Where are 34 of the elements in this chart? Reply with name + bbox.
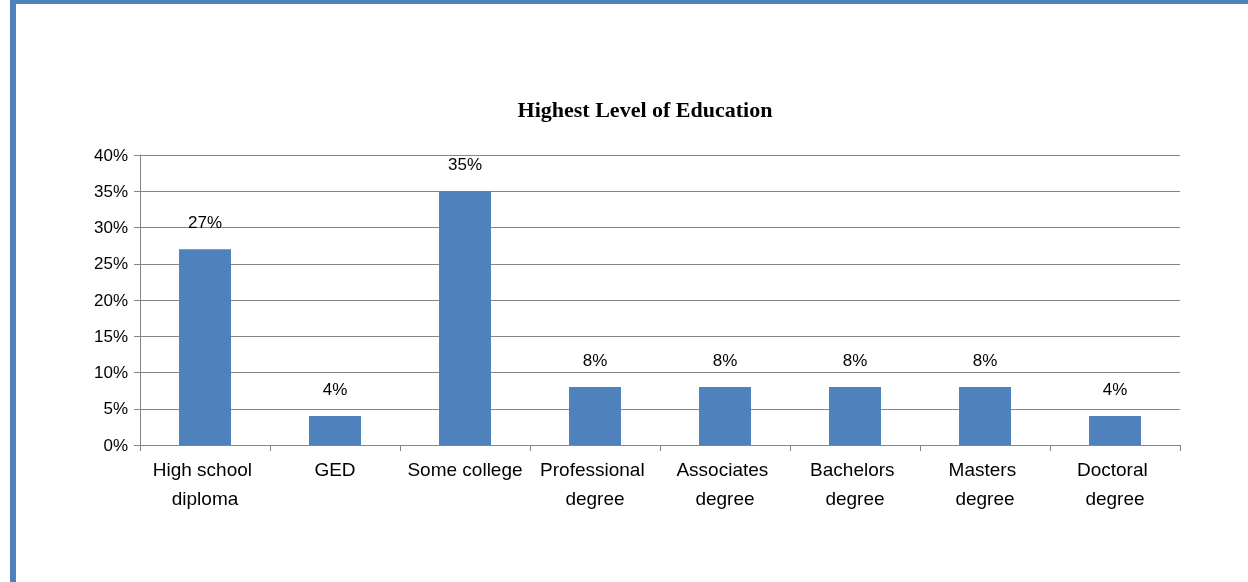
y-tick-label: 25%: [93, 254, 128, 274]
x-tick-label: Bachelors degree: [810, 459, 900, 509]
x-tick-label: Masters degree: [948, 459, 1022, 509]
bar: [829, 387, 881, 445]
bar: [699, 387, 751, 445]
x-tick-label: Professional degree: [540, 459, 650, 509]
y-tick-label: 15%: [93, 326, 128, 346]
bar: [179, 249, 231, 445]
y-tick-label: 5%: [103, 399, 128, 419]
data-label: 35%: [447, 155, 483, 175]
y-tick-label: 10%: [93, 363, 128, 382]
x-tick-label: Doctoral degree: [1076, 459, 1154, 509]
data-label: 8%: [972, 351, 998, 370]
bar: [959, 387, 1011, 445]
y-tick-label: 30%: [93, 218, 128, 237]
x-tick-label: Some college: [407, 459, 523, 480]
bar: [1089, 416, 1141, 445]
y-tick-label: 35%: [93, 181, 128, 201]
bar: [439, 191, 491, 445]
y-tick-label: 0%: [103, 435, 128, 455]
chart-title: Highest Level of Education: [517, 96, 773, 122]
x-tick-label: GED: [314, 459, 356, 480]
data-label: 8%: [842, 351, 868, 370]
bar: [569, 387, 621, 445]
y-tick-label: 20%: [93, 290, 128, 310]
data-label: 4%: [322, 380, 348, 399]
data-label: 8%: [582, 351, 608, 370]
bar: [309, 416, 361, 445]
x-tick-label: High school diploma: [152, 459, 258, 509]
data-label: 4%: [1102, 380, 1128, 399]
y-tick-label: 40%: [93, 145, 128, 165]
data-label: 8%: [712, 351, 738, 370]
data-label: 27%: [187, 213, 223, 233]
x-tick-label: Associates degree: [676, 459, 774, 509]
